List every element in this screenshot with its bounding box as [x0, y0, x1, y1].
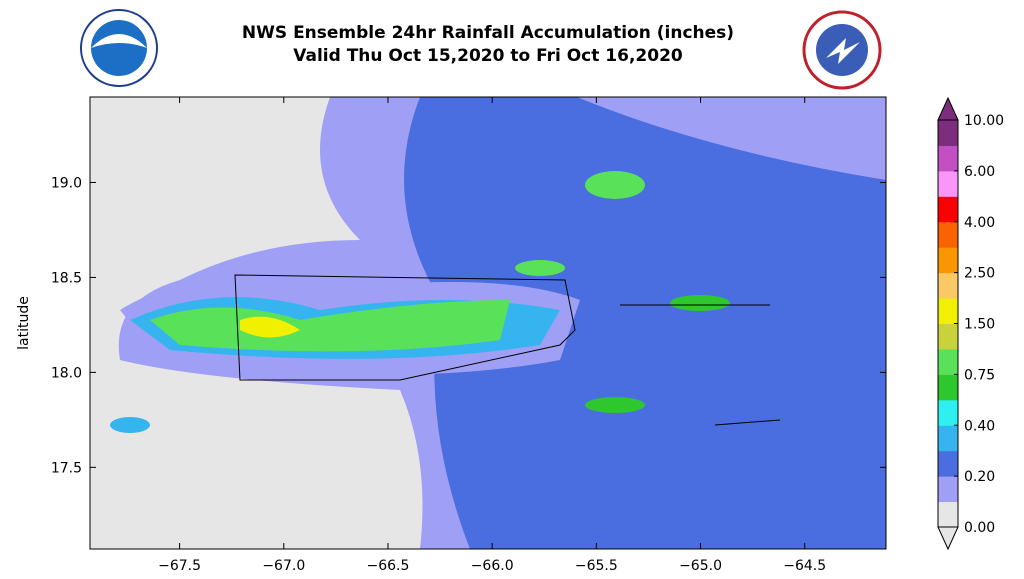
- y-axis-label: latitude: [16, 296, 32, 350]
- colorbar-segment: [938, 272, 958, 299]
- colorbar-label: 0.20: [964, 469, 995, 485]
- colorbar-segment: [938, 450, 958, 477]
- x-tick-label: −65.0: [679, 558, 722, 574]
- colorbar-segment: [938, 323, 958, 350]
- y-tick-label: 17.5: [51, 460, 82, 476]
- nws-logo: [802, 10, 882, 90]
- colorbar-label: 0.00: [964, 520, 995, 536]
- colorbar-segment: [938, 196, 958, 223]
- colorbar-segment: [938, 247, 958, 274]
- title-line: NWS Ensemble 24hr Rainfall Accumulation …: [242, 23, 734, 43]
- colorbar-segment: [938, 120, 958, 146]
- colorbar-label: 1.50: [964, 317, 995, 333]
- colorbar-segment: [938, 425, 958, 452]
- x-tick-label: −64.5: [783, 558, 826, 574]
- x-tick-label: −67.0: [262, 558, 305, 574]
- colorbar-segment: [938, 170, 958, 197]
- colorbar-segment: [938, 374, 958, 401]
- x-tick-label: −67.5: [158, 558, 201, 574]
- x-tick-label: −66.0: [471, 558, 514, 574]
- colorbar-segment: [938, 298, 958, 324]
- x-tick-label: −66.5: [367, 558, 410, 574]
- colorbar-label: 0.75: [964, 367, 995, 383]
- x-tick-label: −65.5: [575, 558, 618, 574]
- colorbar-label: 6.00: [964, 164, 995, 180]
- colorbar-label: 4.00: [964, 215, 995, 231]
- rainfall-field: [90, 97, 886, 549]
- colorbar-segment: [938, 399, 958, 426]
- colorbar-extend: [937, 526, 959, 551]
- colorbar-segment: [938, 145, 958, 172]
- map-frame: [89, 96, 887, 550]
- y-tick-label: 18.5: [51, 270, 82, 286]
- colorbar-segment: [938, 476, 958, 503]
- colorbar-segment: [938, 501, 958, 528]
- colorbar-label: 0.40: [964, 418, 995, 434]
- colorbar-label: 2.50: [964, 266, 995, 282]
- colorbar-segment: [938, 348, 958, 375]
- colorbar-segment: [938, 221, 958, 248]
- y-tick-label: 18.0: [51, 365, 82, 381]
- colorbar-label: 10.00: [964, 113, 1004, 129]
- y-tick-label: 19.0: [51, 175, 82, 191]
- title-line: Valid Thu Oct 15,2020 to Fri Oct 16,2020: [293, 46, 683, 66]
- colorbar-extend: [937, 96, 959, 121]
- noaa-logo: [80, 9, 158, 87]
